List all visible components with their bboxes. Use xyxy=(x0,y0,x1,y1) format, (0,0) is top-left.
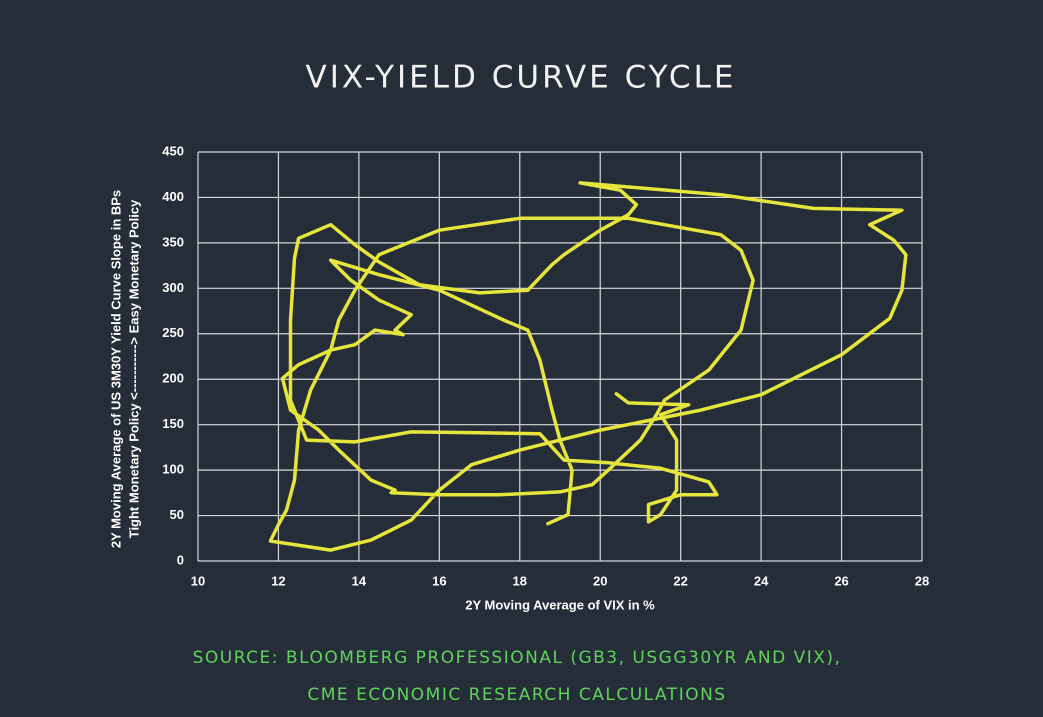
y-tick-label: 0 xyxy=(177,552,184,567)
x-tick-label: 26 xyxy=(834,573,848,588)
source-note: CME ECONOMIC RESEARCH CALCULATIONS xyxy=(307,685,726,705)
x-tick-label: 10 xyxy=(191,573,205,588)
x-tick-label: 24 xyxy=(754,573,769,588)
y-tick-label: 200 xyxy=(162,371,184,386)
x-tick-label: 20 xyxy=(593,573,607,588)
y-tick-label: 300 xyxy=(162,280,184,295)
y-tick-label: 100 xyxy=(162,462,184,477)
x-tick-label: 22 xyxy=(673,573,687,588)
y-axis-label: 2Y Moving Average of US 3M30Y Yield Curv… xyxy=(108,190,123,548)
x-axis-label: 2Y Moving Average of VIX in % xyxy=(465,597,655,612)
y-tick-label: 250 xyxy=(162,325,184,340)
x-tick-label: 18 xyxy=(513,573,527,588)
y-tick-label: 50 xyxy=(170,507,184,522)
x-tick-label: 16 xyxy=(432,573,446,588)
chart-title: VIX-YIELD CURVE CYCLE xyxy=(306,60,737,96)
y-tick-label: 350 xyxy=(162,234,184,249)
y-tick-label: 150 xyxy=(162,416,184,431)
data-line xyxy=(268,181,908,552)
source-note: SOURCE: BLOOMBERG PROFESSIONAL (GB3, USG… xyxy=(193,648,842,668)
y-axis-label: Tight Monetary Policy <-----------> Easy… xyxy=(126,199,141,538)
y-tick-label: 400 xyxy=(162,189,184,204)
x-tick-label: 12 xyxy=(271,573,285,588)
x-tick-label: 28 xyxy=(915,573,929,588)
y-tick-label: 450 xyxy=(162,143,184,158)
x-tick-label: 14 xyxy=(352,573,367,588)
